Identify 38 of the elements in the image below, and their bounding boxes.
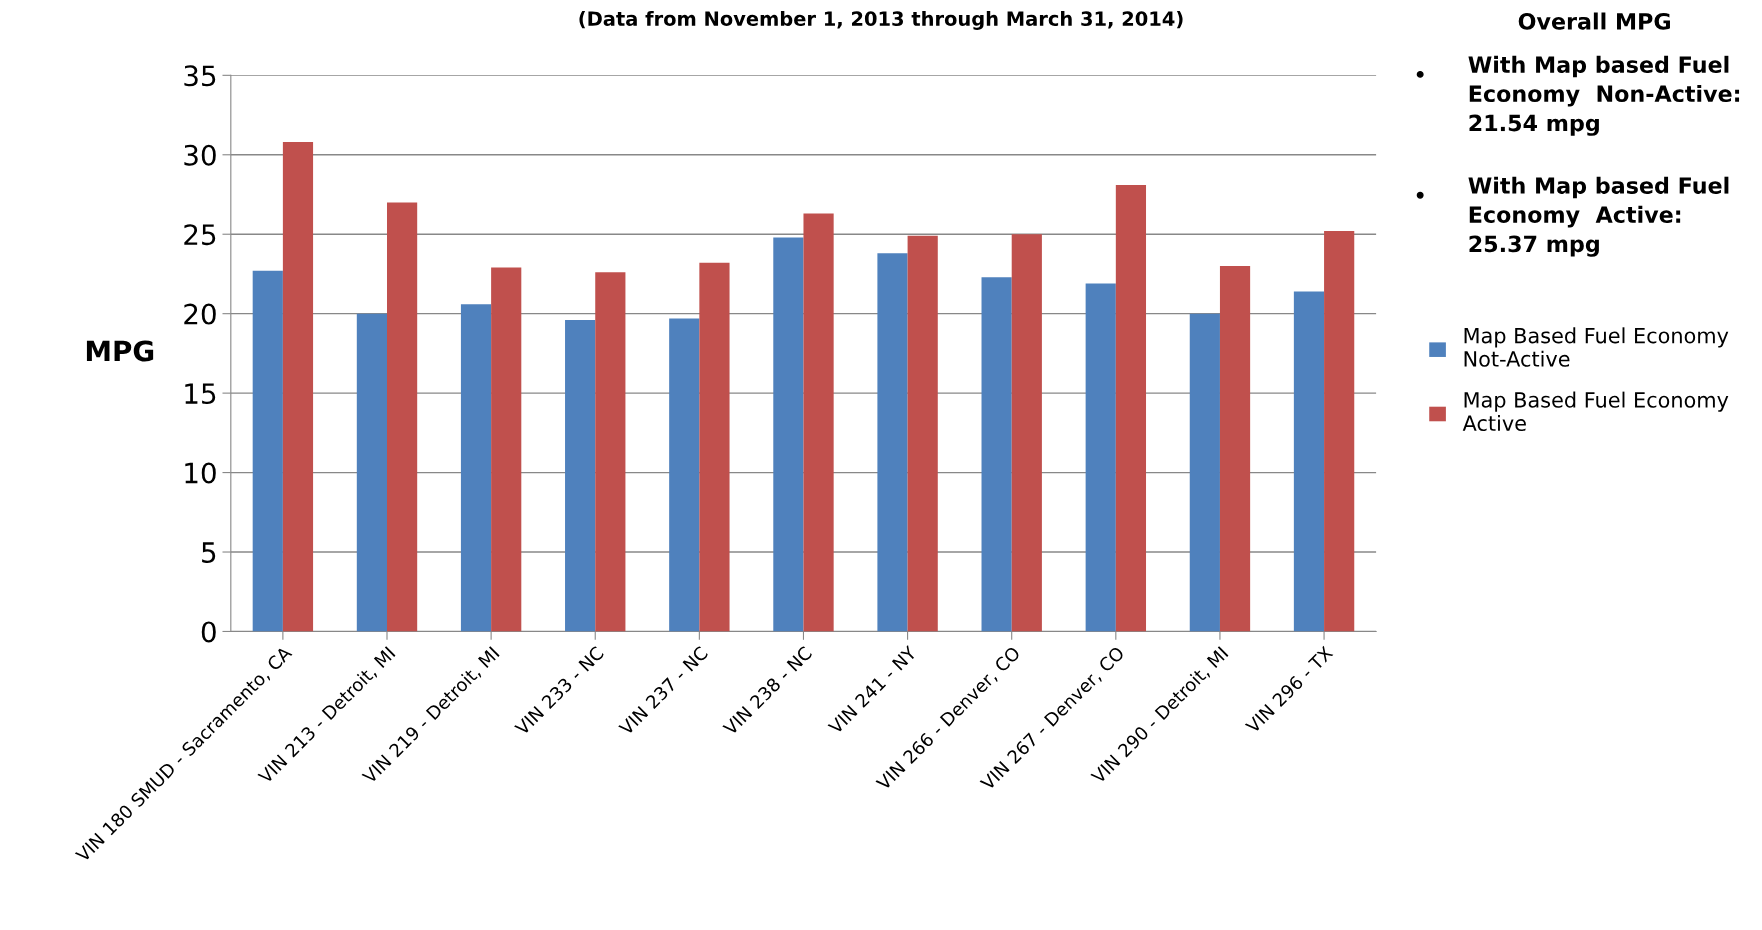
y-tick-label: 15 [185, 383, 216, 405]
bar [1324, 231, 1355, 632]
bar [669, 318, 700, 632]
bar [1085, 283, 1116, 632]
bar [1219, 266, 1251, 632]
legend-label: Map Based Fuel Economy Not-Active [1464, 327, 1729, 367]
y-tick-label: 20 [184, 303, 216, 325]
y-tick-label: 0 [201, 621, 216, 643]
x-tick-label: VIN 241 - NY [827, 644, 918, 735]
text: With Map based Fuel Economy Non-Active: 21.54 mpg [1468, 55, 1740, 136]
bar [1189, 313, 1220, 632]
y-tick-label: 30 [184, 144, 216, 166]
bar [252, 270, 283, 632]
bar [877, 253, 908, 632]
bar [907, 235, 938, 632]
bar [565, 320, 596, 632]
text: With Map based Fuel Economy Active: 25.37 mpg [1468, 176, 1729, 257]
bar [595, 272, 626, 632]
y-axis-title: MPG [86, 340, 154, 362]
bar [773, 237, 804, 632]
bar [387, 202, 418, 632]
y-tick-label: 10 [185, 462, 216, 484]
bar [491, 267, 522, 632]
bar [460, 304, 492, 632]
bar [356, 313, 387, 632]
y-tick-label: 35 [184, 65, 216, 87]
y-tick-label: 25 [184, 224, 216, 246]
text: Overall MPG [1518, 12, 1670, 30]
chart-subtitle: (Data from November 1, 2013 through March 31, 2014) [579, 10, 1183, 30]
bar [803, 213, 834, 632]
legend-label: Map Based Fuel Economy Active [1462, 391, 1729, 432]
bar [981, 277, 1012, 632]
bar [282, 142, 314, 632]
bar [699, 262, 730, 632]
bar [1011, 234, 1042, 632]
bar [1115, 184, 1147, 632]
bar [1293, 291, 1325, 632]
y-tick-label: 5 [202, 542, 216, 563]
